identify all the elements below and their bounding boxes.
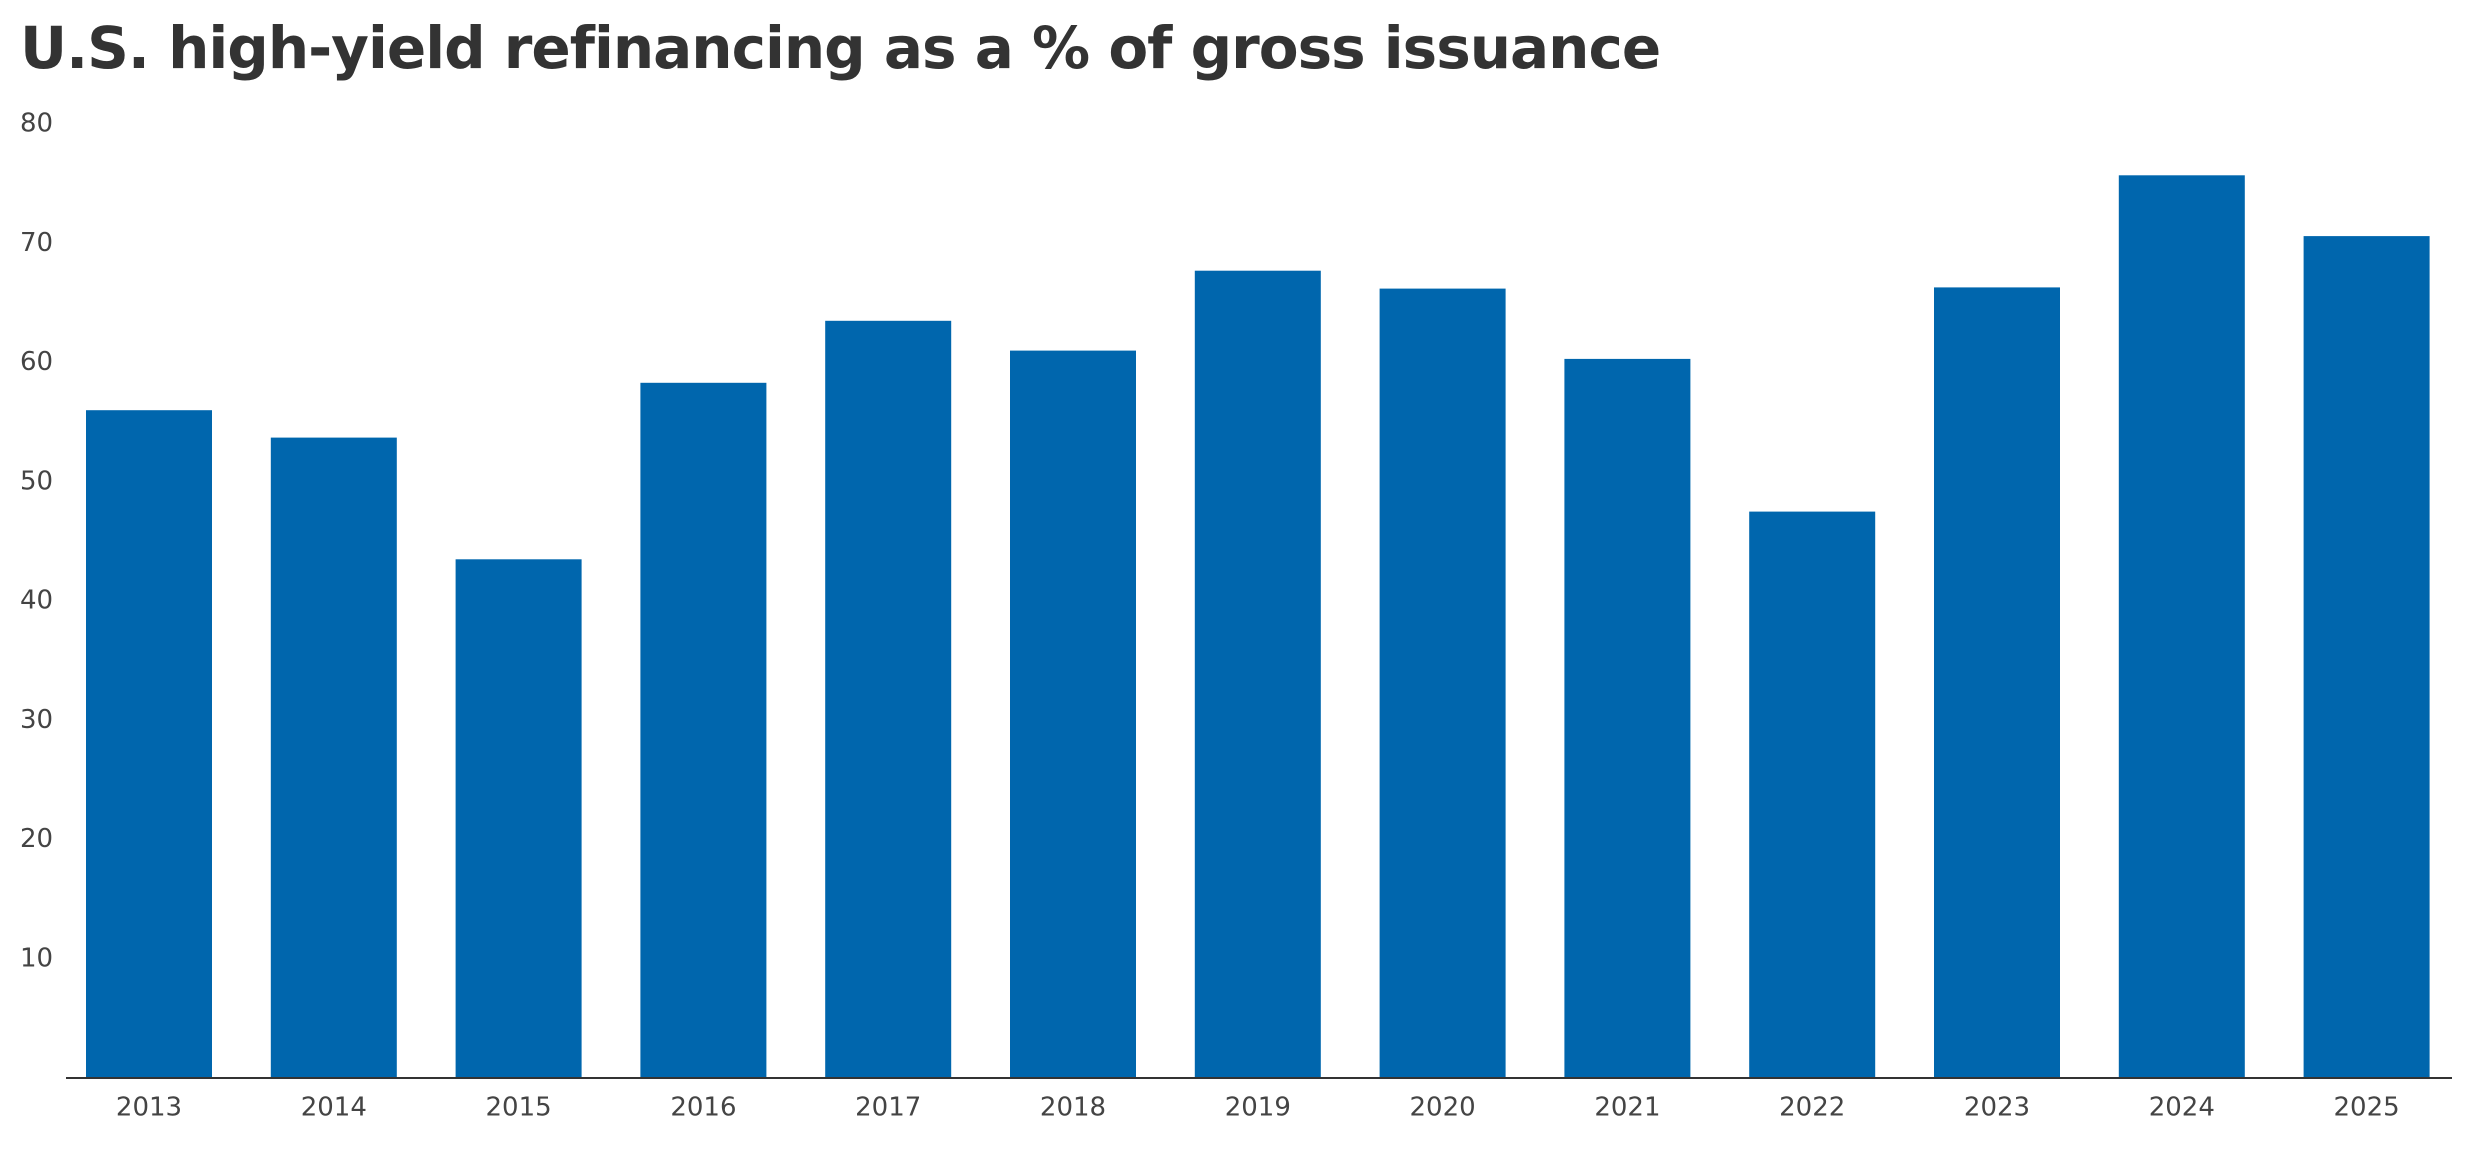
bar-2016 [640,382,767,1078]
bar-2019 [1194,270,1321,1078]
y-tick-label-10: 10 [20,943,53,973]
y-tick-label-40: 40 [20,586,53,616]
x-tick-label-2014: 2014 [301,1093,367,1123]
bars [86,175,2430,1079]
x-tick-label-2017: 2017 [855,1093,921,1123]
y-tick-label-20: 20 [20,824,53,854]
x-tick-label-2025: 2025 [2334,1093,2400,1123]
x-tick-label-2019: 2019 [1225,1093,1291,1123]
bar-2025 [2303,236,2430,1079]
chart-title: U.S. high-yield refinancing as a % of gr… [20,14,1661,82]
y-tick-label-70: 70 [20,228,53,258]
bar-2014 [270,437,397,1079]
x-tick-label-2021: 2021 [1594,1093,1660,1123]
bar-2017 [825,320,952,1078]
x-tick-label-2013: 2013 [116,1093,182,1123]
bar-2022 [1749,511,1876,1079]
y-tick-label-80: 80 [20,109,53,139]
bar-2024 [2118,175,2245,1079]
bar-2023 [1934,287,2060,1078]
y-tick-label-60: 60 [20,347,53,377]
bar-2021 [1564,358,1691,1078]
x-tick-label-2016: 2016 [670,1093,736,1123]
x-tick-label-2018: 2018 [1040,1093,1106,1123]
x-tick-label-2020: 2020 [1410,1093,1476,1123]
x-tick-label-2022: 2022 [1779,1093,1845,1123]
x-tick-label-2023: 2023 [1964,1093,2030,1123]
x-tick-label-2015: 2015 [486,1093,552,1123]
bar-2013 [86,410,212,1078]
bar-2015 [455,559,582,1078]
x-axis-ticks: 2013 2014 2015 2016 2017 2018 2019 2020 2021 2022… [116,1093,2400,1123]
bar-2020 [1379,288,1506,1079]
y-tick-label-30: 30 [20,705,53,735]
x-tick-label-2024: 2024 [2149,1093,2215,1123]
y-tick-label-50: 50 [20,466,53,496]
y-axis-ticks: 10 20 30 40 50 60 70 80 [20,109,53,974]
bar-2018 [1010,350,1136,1079]
